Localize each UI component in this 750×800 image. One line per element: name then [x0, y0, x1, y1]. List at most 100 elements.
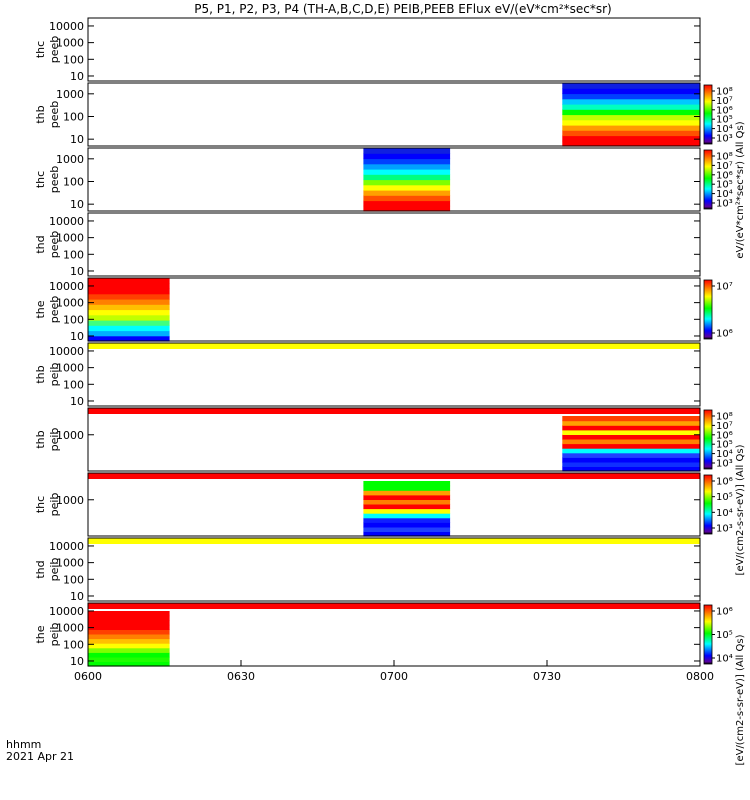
spectrogram-cell	[562, 93, 700, 100]
time-axis-label-date: 2021 Apr 21	[6, 750, 74, 763]
spectrogram-cell	[363, 184, 451, 191]
spectrogram-cell	[88, 638, 170, 644]
time-tick-label: 0730	[533, 670, 561, 683]
colorbar-tick-label: 10⁶	[716, 430, 733, 441]
colorbar-tick-label: 10⁴	[716, 449, 733, 460]
spectrogram-cell	[562, 434, 700, 440]
panel-top-flux-band-7	[88, 408, 700, 414]
panel-top-flux-band-10	[88, 603, 700, 609]
y-tick-label: 100	[63, 175, 84, 188]
y-tick-label: 100	[63, 573, 84, 586]
y-tick-label: 100	[63, 638, 84, 651]
spectrogram-cell	[562, 140, 700, 147]
panel-probe-label-3: thc	[34, 171, 47, 188]
y-tick-label: 1000	[56, 622, 84, 635]
spectrogram-cell	[363, 526, 451, 532]
colorbar-tick-label: 10⁴	[716, 508, 733, 519]
spectrogram-cell	[562, 109, 700, 116]
spectrogram-cell	[363, 481, 451, 487]
y-tick-label: 10	[70, 330, 84, 343]
panel-product-label-6: peib	[48, 363, 61, 387]
spectrogram-cell	[562, 466, 700, 472]
colorbar-tick-label: 10⁸	[716, 87, 733, 98]
time-tick-label: 0600	[74, 670, 102, 683]
colorbar-units-3: [eV/(cm2-s-sr-eV)] (All Qs)	[735, 634, 746, 765]
colorbars-layer: 10⁸10⁷10⁶10⁵10⁴10³10⁸10⁷10⁶10⁵10⁴10³10⁷1…	[703, 84, 733, 665]
colorbar-10	[703, 604, 713, 665]
colorbar-3	[703, 149, 713, 210]
spectrogram-cell	[562, 425, 700, 431]
spectrogram-cell	[363, 494, 451, 500]
spectrogram-cell	[88, 335, 170, 342]
time-tick-label: 0800	[686, 670, 714, 683]
spectrogram-cell	[88, 620, 170, 626]
spectrogram-cell	[88, 278, 170, 284]
y-tick-label: 10	[70, 133, 84, 146]
time-axis: hhmm 2021 Apr 21 0600 0630 0700 0730 0800	[6, 660, 714, 763]
colorbar-tick-label: 10⁸	[716, 412, 733, 423]
spectrogram-cell	[562, 448, 700, 454]
colorbar-tick-label: 10³	[716, 459, 733, 470]
panel-frame-5	[87, 277, 701, 342]
spectrogram-cell	[562, 461, 700, 467]
spectrogram-cell	[562, 438, 700, 445]
panel-probe-label-8: thc	[34, 496, 47, 513]
spectrogram-cell	[88, 325, 170, 332]
panel-probe-label-5: the	[34, 300, 47, 318]
spectrogram-cell	[88, 615, 170, 621]
spectrogram-cell	[562, 457, 700, 463]
colorbar-tick-label: 10⁷	[716, 421, 733, 432]
spectrogram-cell	[363, 508, 451, 514]
panel-top-flux-band-6	[88, 343, 700, 349]
spectrogram-cell	[562, 420, 700, 426]
panel-probe-label-1: thc	[34, 41, 47, 58]
colorbar-tick-label: 10⁶	[716, 477, 733, 488]
spectrogram-cell	[363, 153, 451, 160]
spectrogram-cell	[363, 174, 451, 181]
spectrogram-cell	[88, 304, 170, 311]
panel-probe-label-10: the	[34, 625, 47, 643]
colorbar-tick-label: 10⁴	[716, 189, 733, 200]
time-axis-label-hhmm: hhmm	[6, 738, 41, 751]
panel-product-label-7: peib	[48, 428, 61, 452]
spectrogram-cell	[562, 416, 700, 422]
colorbar-tick-label: 10⁵	[716, 492, 733, 503]
spectrogram-cell	[88, 309, 170, 316]
y-tick-label: 1000	[56, 362, 84, 375]
y-tick-label: 10	[70, 655, 84, 668]
colorbar-2	[703, 84, 713, 145]
colorbar-tick-label: 10⁷	[716, 96, 733, 107]
panel-product-label-9: peib	[48, 558, 61, 582]
spectrogram-cell	[562, 114, 700, 121]
spectrogram-cell	[88, 647, 170, 653]
spectrogram-cell	[363, 513, 451, 519]
colorbar-tick-label: 10⁶	[716, 607, 733, 618]
panel-frame-4	[87, 212, 701, 277]
panel-frame-10	[87, 602, 701, 667]
y-tick-label: 10	[70, 265, 84, 278]
y-tick-label: 100	[63, 313, 84, 326]
spectrogram-cell	[562, 83, 700, 89]
colorbar-tick-label: 10⁶	[716, 329, 733, 340]
spectrogram-cell	[363, 531, 451, 537]
y-tick-label: 10000	[49, 280, 84, 293]
spectrogram-cell	[562, 452, 700, 458]
colorbar-7	[703, 409, 713, 470]
spectrogram-cell	[88, 656, 170, 662]
y-tick-label: 100	[63, 248, 84, 261]
spectrogram-cell	[363, 158, 451, 165]
spectrogram-cell	[363, 522, 451, 528]
spectrogram-cell	[88, 283, 170, 290]
spectrogram-cell	[562, 130, 700, 137]
panel-product-label-1: peeb	[48, 36, 61, 64]
spectrogram-cell	[88, 611, 170, 617]
colorbar-tick-label: 10³	[716, 524, 733, 535]
spectrogram-cell	[88, 314, 170, 321]
y-tick-label: 1000	[56, 297, 84, 310]
spectrogram-cell	[363, 195, 451, 202]
colorbar-tick-label: 10⁶	[716, 105, 733, 116]
panel-top-flux-band-8	[88, 473, 700, 479]
y-tick-label: 100	[63, 53, 84, 66]
spectrogram-cell	[363, 485, 451, 491]
y-tick-label: 10	[70, 198, 84, 211]
